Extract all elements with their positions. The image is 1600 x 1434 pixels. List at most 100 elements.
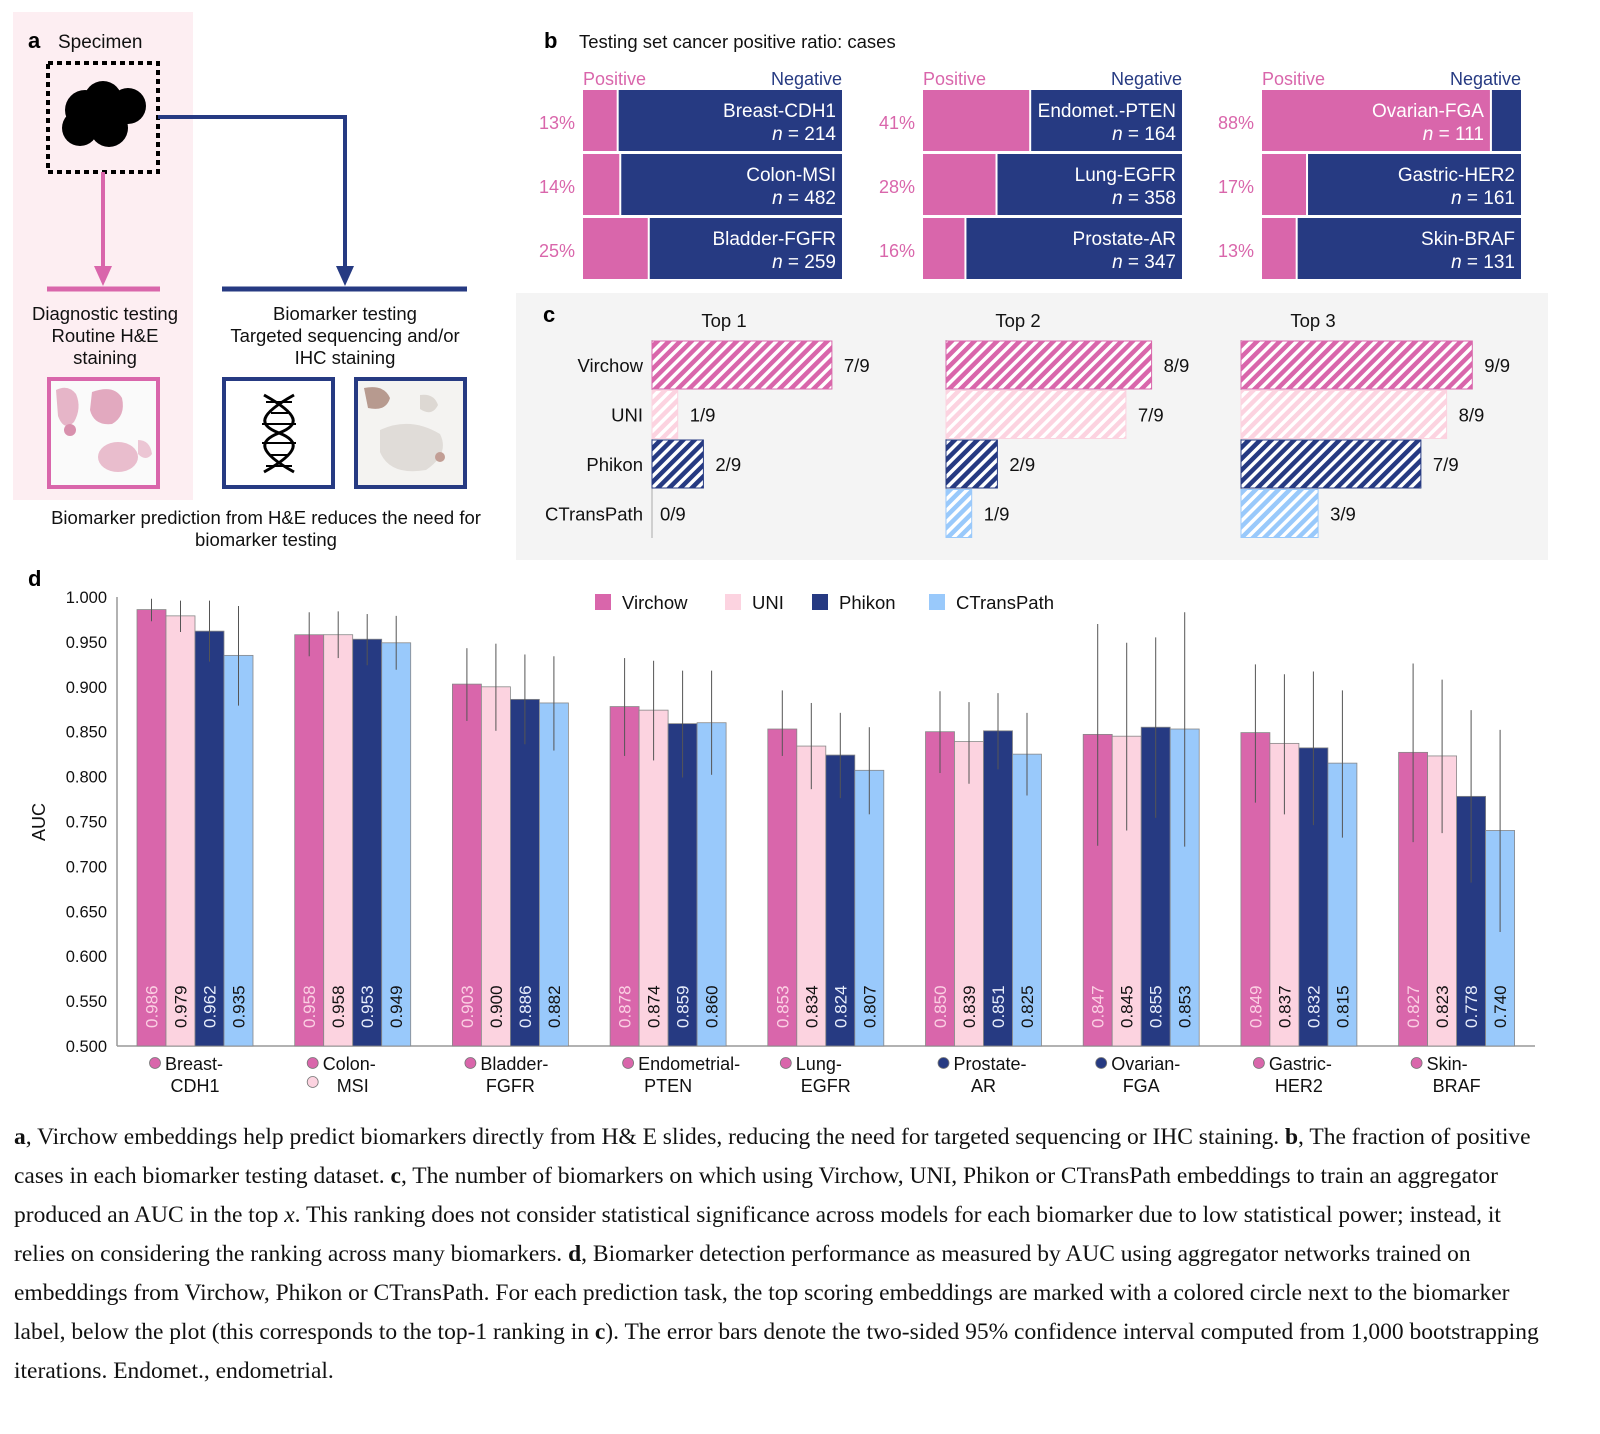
top-model-marker	[1095, 1057, 1108, 1069]
legend-swatch-uni	[725, 594, 741, 610]
auc-value-label: 0.860	[703, 985, 722, 1028]
panel-label-a: a	[28, 28, 41, 53]
panel-label-c: c	[543, 302, 555, 327]
panel-d-auc-chart: d AUC 0.500 0.550 0.600 0.650 0.700 0.750 0.80…	[28, 566, 1535, 1096]
auc-bar-uni	[165, 615, 196, 1047]
auc-value-label: 0.874	[645, 985, 664, 1028]
y-tick-label: 0.550	[66, 993, 107, 1011]
negative-segment	[1297, 218, 1521, 279]
case-count-label: n = 214	[772, 124, 836, 145]
negative-segment	[966, 218, 1182, 279]
positive-segment	[583, 90, 617, 151]
y-axis-label: AUC	[29, 803, 49, 841]
category-label-line1: Lung-	[796, 1054, 842, 1074]
ihc-slide-image	[354, 377, 467, 489]
auc-bar-phikon	[983, 730, 1013, 1047]
ranking-value-label: 1/9	[984, 504, 1010, 525]
legend-label: Virchow	[622, 592, 688, 613]
auc-value-label: 0.847	[1089, 985, 1108, 1028]
top-model-marker	[306, 1076, 319, 1088]
specimen-label: Specimen	[58, 32, 143, 53]
biomarker-name-label: Colon-MSI	[746, 165, 836, 186]
legend-label: CTransPath	[956, 592, 1054, 613]
auc-value-label: 0.958	[300, 985, 319, 1028]
auc-value-label: 0.834	[802, 985, 821, 1028]
ranking-value-label: 9/9	[1484, 355, 1510, 376]
caption-ref-c: c	[594, 1319, 606, 1345]
ranking-value-label: 7/9	[844, 355, 870, 376]
auc-value-label: 0.882	[545, 985, 564, 1028]
positive-segment	[923, 218, 965, 279]
category-label-line2: CDH1	[170, 1076, 219, 1096]
y-tick-label: 0.900	[66, 679, 107, 697]
positive-percent-label: 88%	[1218, 113, 1254, 133]
y-tick-label: 0.500	[66, 1038, 107, 1056]
auc-value-label: 0.823	[1433, 985, 1452, 1028]
auc-value-label: 0.824	[831, 985, 850, 1028]
n-symbol: n	[1451, 188, 1462, 209]
ranking-value-label: 1/9	[690, 405, 716, 426]
n-symbol: n	[1451, 252, 1462, 273]
positive-header: Positive	[1262, 69, 1325, 89]
footer-text-line: biomarker testing	[195, 529, 337, 550]
case-count-label: n = 347	[1112, 252, 1176, 273]
category-label-line2: MSI	[337, 1076, 369, 1096]
y-tick-label: 0.950	[66, 634, 107, 652]
panel-label-d: d	[28, 566, 41, 591]
top-rank-title: Top 2	[995, 310, 1040, 331]
n-value: = 111	[1433, 124, 1484, 145]
ranking-bar-phikon	[651, 439, 704, 489]
biomarker-name-label: Skin-BRAF	[1421, 229, 1515, 250]
auc-value-label: 0.986	[143, 985, 162, 1028]
auc-bar-ctranspath	[223, 654, 254, 1047]
biomarker-name-label: Endomet.-PTEN	[1038, 101, 1176, 122]
ranking-bar-virchow	[651, 340, 833, 390]
negative-header: Negative	[1111, 69, 1182, 89]
positive-segment	[923, 154, 996, 215]
ranking-bar-virchow	[945, 340, 1153, 390]
y-tick-label: 0.600	[66, 948, 107, 966]
auc-bar-ctranspath	[1012, 753, 1042, 1047]
category-label-line1: Colon-	[323, 1054, 376, 1074]
auc-bar-ctranspath	[696, 722, 727, 1047]
positive-segment	[923, 90, 1030, 151]
n-symbol: n	[772, 188, 783, 209]
auc-value-label: 0.949	[387, 985, 406, 1028]
auc-value-label: 0.853	[1176, 985, 1195, 1028]
y-tick-label: 1.000	[66, 589, 107, 607]
auc-bar-virchow	[136, 609, 167, 1047]
ranking-bar-phikon	[945, 439, 998, 489]
ranking-value-label: 0/9	[660, 504, 686, 525]
auc-bar-uni	[323, 634, 354, 1047]
top-model-marker	[149, 1057, 161, 1069]
category-label-line1: Breast-	[165, 1054, 223, 1074]
category-label-line2: FGA	[1123, 1076, 1160, 1096]
n-symbol: n	[772, 124, 783, 145]
top-model-marker	[622, 1057, 634, 1069]
footer-text-line: Biomarker prediction from H&E reduces th…	[51, 507, 481, 528]
ranking-bar-uni	[651, 390, 679, 439]
category-label-line2: HER2	[1275, 1076, 1323, 1096]
figure: a Specimen Diagnostic testing Routine H&…	[13, 12, 1548, 1096]
biomarker-text-line: Biomarker testing	[273, 303, 417, 324]
biomarker-text-line: Targeted sequencing and/or	[230, 325, 459, 346]
ranking-value-label: 2/9	[1009, 454, 1035, 475]
ranking-bar-phikon	[1240, 439, 1422, 489]
n-value: = 347	[1123, 252, 1176, 273]
ranking-value-label: 2/9	[715, 454, 741, 475]
biomarker-name-label: Bladder-FGFR	[712, 229, 836, 250]
ranking-value-label: 7/9	[1138, 405, 1164, 426]
caption-text: , The number of biomarkers on which usin…	[14, 1163, 1498, 1228]
caption-variable-x: x	[284, 1202, 295, 1228]
n-value: = 259	[783, 252, 836, 273]
auc-value-label: 0.958	[329, 985, 348, 1028]
auc-value-label: 0.832	[1304, 985, 1323, 1028]
biomarker-name-label: Ovarian-FGA	[1372, 101, 1484, 122]
case-count-label: n = 358	[1112, 188, 1176, 209]
auc-value-label: 0.827	[1404, 985, 1423, 1028]
n-symbol: n	[1112, 124, 1123, 145]
positive-percent-label: 13%	[539, 113, 575, 133]
negative-segment	[1491, 90, 1521, 151]
auc-value-label: 0.851	[989, 985, 1008, 1028]
positive-header: Positive	[583, 69, 646, 89]
